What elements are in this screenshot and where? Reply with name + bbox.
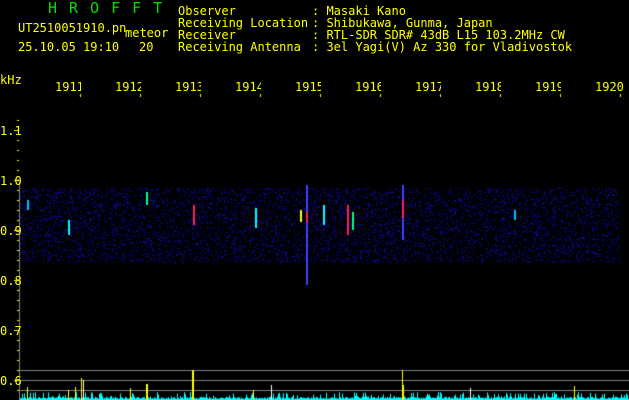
y-unit: kHz: [0, 73, 22, 87]
x-tick-label: 1913: [175, 80, 201, 94]
x-tick-label: 1919: [535, 80, 561, 94]
info-row-receiver: Receiver: [178, 28, 236, 42]
y-tick-label: 1.0: [0, 174, 22, 188]
file-name: UT2510051910.pn: [18, 21, 127, 35]
info-row-location: Receiving Location: [178, 16, 309, 30]
x-tick-label: 1911: [55, 80, 81, 94]
x-tick-label: 1916: [355, 80, 381, 94]
x-tick-label: 1914: [235, 80, 261, 94]
receiver-value: : RTL-SDR SDR# 43dB L15 103.2MHz CW: [312, 28, 565, 42]
y-tick-label: 0.6: [0, 374, 22, 388]
x-tick-label: 1920: [595, 80, 624, 94]
x-tick-label: 1917: [415, 80, 441, 94]
mode-label: meteor: [125, 26, 169, 40]
y-tick-label: 0.8: [0, 274, 22, 288]
x-tick-label: 1912: [115, 80, 141, 94]
location-value: : Shibukawa, Gunma, Japan: [312, 16, 493, 30]
info-row-antenna: Receiving Antenna: [178, 40, 301, 54]
y-tick-label: 0.7: [0, 324, 22, 338]
antenna-value: : 3el Yagi(V) Az 330 for Vladivostok: [312, 40, 573, 54]
info-row-observer: Observer: [178, 4, 236, 18]
extra-value: 20: [139, 40, 154, 54]
x-tick-label: 1915: [295, 80, 321, 94]
y-tick-label: 1.1: [0, 124, 22, 138]
y-tick-label: 0.9: [0, 224, 22, 238]
app-title: HROFFT: [48, 0, 175, 17]
datetime: 25.10.05 19:10: [18, 40, 120, 54]
x-tick-label: 1918: [475, 80, 501, 94]
observer-value: : Masaki Kano: [312, 4, 406, 18]
